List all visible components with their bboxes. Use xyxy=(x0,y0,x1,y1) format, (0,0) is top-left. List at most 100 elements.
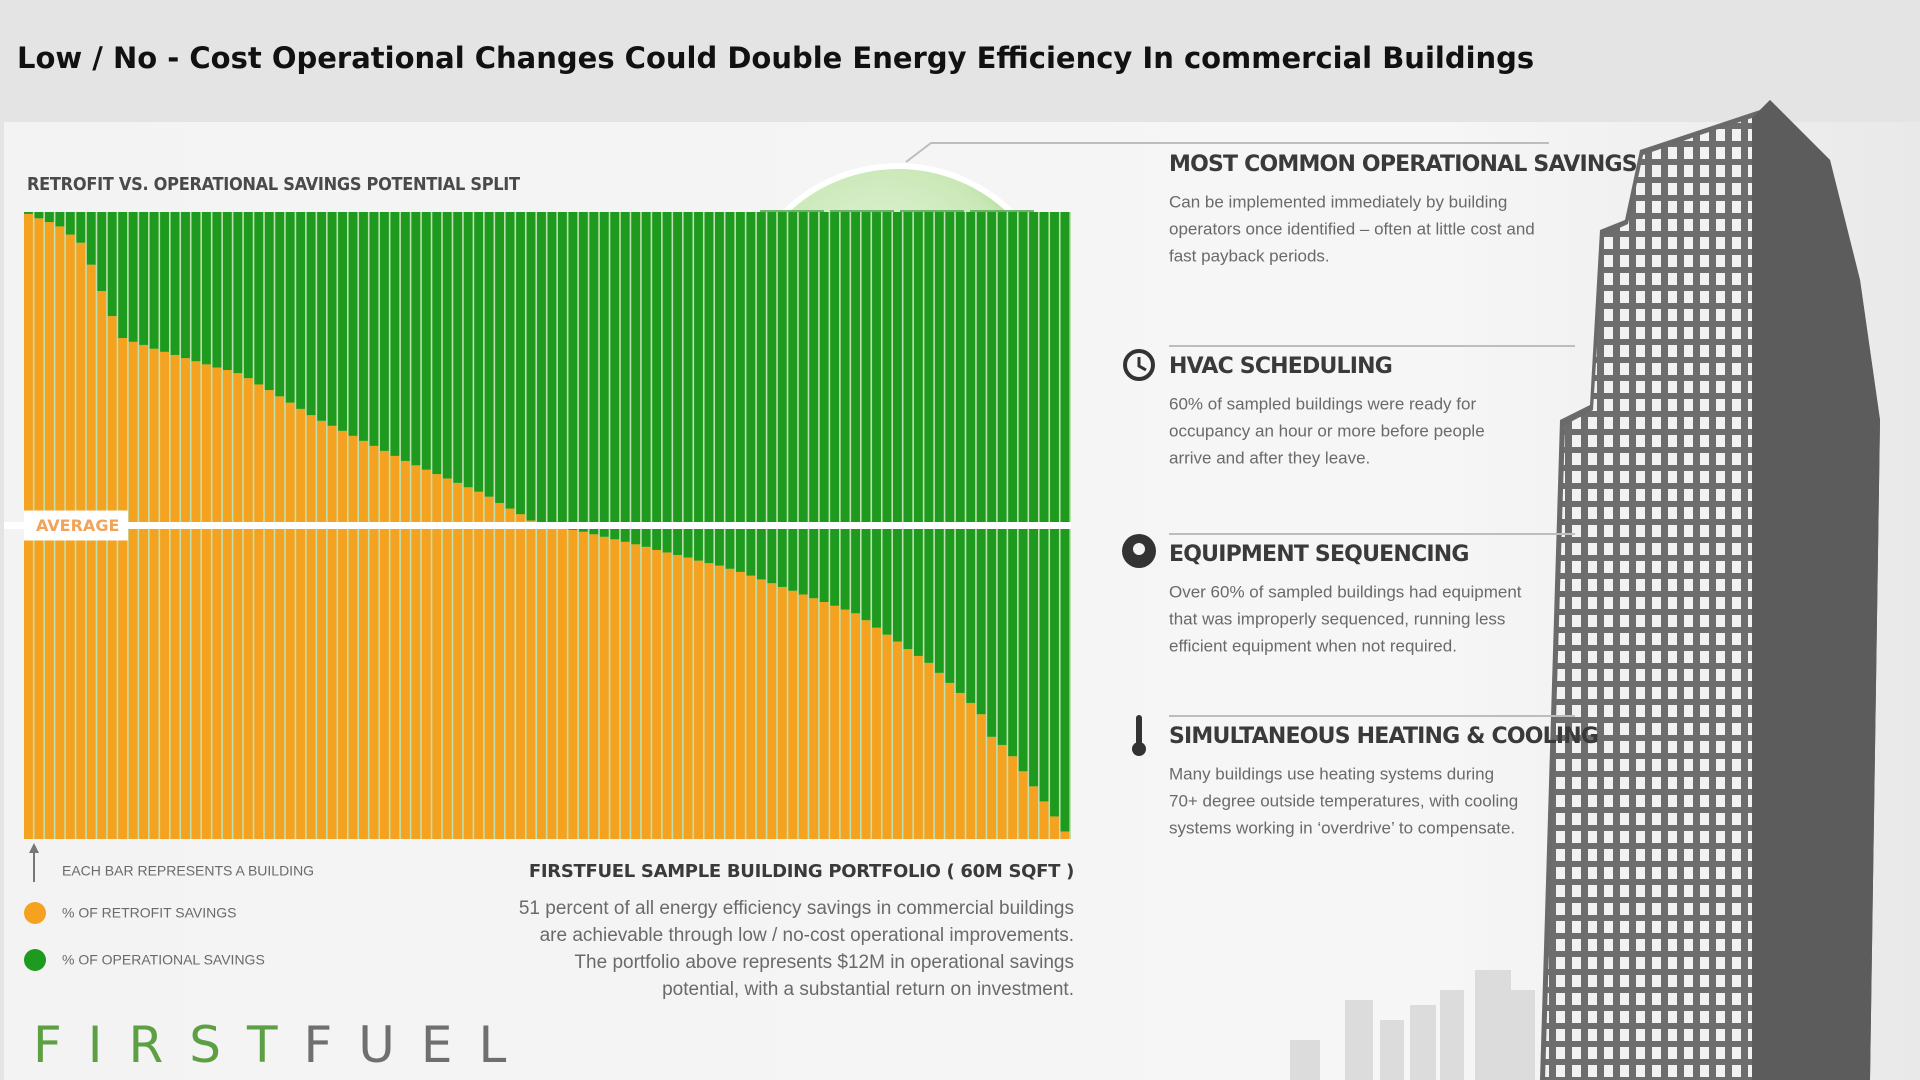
bar-segment xyxy=(400,212,410,461)
caption-line: are achievable through low / no-cost ope… xyxy=(540,925,1074,946)
bar-segment xyxy=(557,212,567,528)
section-line: 70+ degree outside temperatures, with co… xyxy=(1169,791,1518,810)
bar-segment xyxy=(254,384,264,839)
bar-segment xyxy=(474,491,484,839)
bar-segment xyxy=(547,525,557,839)
bar-segment xyxy=(610,212,620,540)
bar-segment xyxy=(411,465,421,839)
bar-segment xyxy=(463,487,473,839)
bar-segment xyxy=(191,361,201,839)
bar-segment xyxy=(537,522,546,839)
section-line: Many buildings use heating systems durin… xyxy=(1169,764,1494,783)
bar-segment xyxy=(945,682,955,839)
bar-segment xyxy=(715,212,724,566)
bar-segment xyxy=(966,212,976,703)
bar-segment xyxy=(170,212,180,355)
bar-segment xyxy=(1008,756,1018,839)
bar-segment xyxy=(1050,816,1059,839)
bar-segment xyxy=(976,714,986,839)
bar-segment xyxy=(390,455,400,839)
bar-segment xyxy=(34,212,44,219)
sidebar-heading: MOST COMMON OPERATIONAL SAVINGS xyxy=(1169,152,1637,177)
bar-segment xyxy=(275,212,285,397)
caption-line: potential, with a substantial return on … xyxy=(662,979,1074,1000)
bar-segment xyxy=(495,212,505,503)
bar-segment xyxy=(233,373,243,839)
bar-segment xyxy=(861,212,871,621)
bar-segment xyxy=(97,212,107,292)
bar-segment xyxy=(882,212,892,635)
bar-segment xyxy=(893,641,902,839)
bar-segment xyxy=(819,212,829,602)
bar-segment xyxy=(421,212,431,470)
bar-segment xyxy=(191,212,201,362)
bar-segment xyxy=(641,212,651,547)
bar-segment xyxy=(505,212,515,509)
bar-segment xyxy=(243,212,253,379)
bar-segment xyxy=(442,478,452,839)
bar-segment xyxy=(830,605,840,839)
bar-segment xyxy=(798,594,808,839)
bar-segment xyxy=(547,212,557,526)
bar-segment xyxy=(432,212,442,475)
bar-segment xyxy=(861,620,871,839)
bar-segment xyxy=(107,316,117,839)
bar-segment xyxy=(233,212,243,374)
logo-second: FUEL xyxy=(304,1016,533,1074)
bar-segment xyxy=(725,568,735,839)
bar-segment xyxy=(987,736,997,839)
bar-segment xyxy=(139,344,149,839)
bar-segment xyxy=(987,212,997,737)
bar-segment xyxy=(243,378,253,839)
bar-segment xyxy=(421,469,431,839)
bar-segment xyxy=(86,264,96,840)
bar-segment xyxy=(160,212,169,352)
section-line: efficient equipment when not required. xyxy=(1169,636,1457,655)
bar-segment xyxy=(788,590,798,839)
bar-segment xyxy=(913,655,923,839)
bar-segment xyxy=(222,370,232,839)
logo-first: FIRST xyxy=(33,1016,304,1074)
bar-segment xyxy=(903,649,913,839)
bar-segment xyxy=(924,212,934,663)
bar-segment xyxy=(777,212,787,587)
bar-segment xyxy=(390,212,400,456)
bar-segment xyxy=(788,212,798,591)
icon-thermo-bulb xyxy=(1132,742,1146,756)
bar-segment xyxy=(1029,212,1038,787)
bar-segment xyxy=(118,212,128,339)
bar-segment xyxy=(694,212,703,561)
bar-segment xyxy=(662,212,672,553)
bar-segment xyxy=(463,212,473,488)
bar-segment xyxy=(620,212,630,542)
bar-segment xyxy=(526,520,536,839)
bar-segment xyxy=(149,348,159,839)
bar-segment xyxy=(704,563,714,839)
section-title: EQUIPMENT SEQUENCING xyxy=(1169,542,1469,567)
bar-segment xyxy=(296,408,306,839)
bar-segment xyxy=(285,402,295,839)
icon-clock xyxy=(1123,349,1155,381)
caption-title: FIRSTFUEL SAMPLE BUILDING PORTFOLIO ( 60… xyxy=(529,861,1074,882)
icon-clock-hands xyxy=(1137,357,1147,372)
bar-segment xyxy=(275,396,285,839)
bar-segment xyxy=(1018,212,1028,772)
bar-segment xyxy=(65,212,75,235)
page-title: Low / No - Cost Operational Changes Coul… xyxy=(17,41,1534,75)
bar-segment xyxy=(484,496,494,839)
bar-segment xyxy=(945,212,955,683)
bar-segment xyxy=(851,613,860,839)
bar-segment xyxy=(212,212,222,368)
bar-segment xyxy=(997,212,1007,745)
skyscraper xyxy=(1540,100,1880,1080)
legend-swatch xyxy=(24,949,46,971)
bar-segment xyxy=(809,212,819,599)
bar-segment xyxy=(76,212,86,243)
bar-segment xyxy=(1029,786,1038,839)
section-line: Over 60% of sampled buildings had equipm… xyxy=(1169,582,1522,601)
bar-segment xyxy=(976,212,986,715)
bar-segment xyxy=(317,420,327,839)
bar-segment xyxy=(128,212,138,342)
bar-segment xyxy=(359,212,368,441)
bar-segment xyxy=(913,212,923,656)
